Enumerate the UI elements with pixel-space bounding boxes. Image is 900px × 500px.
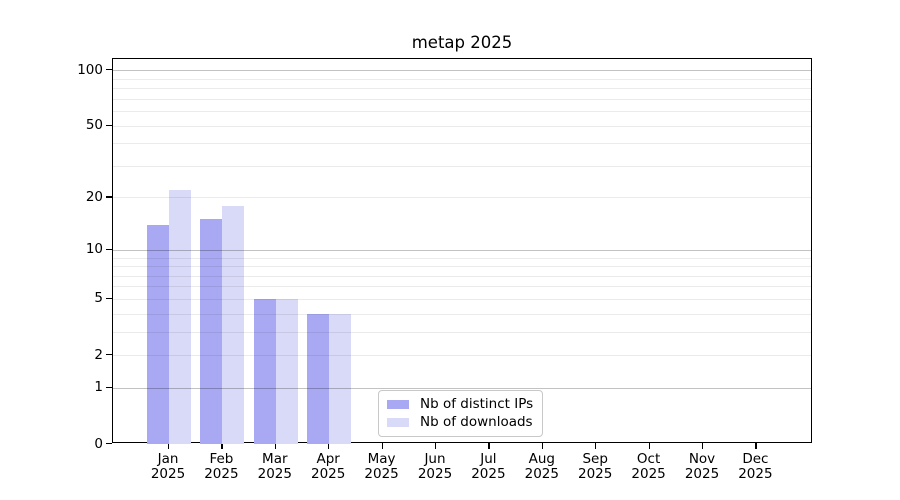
- chart-title: metap 2025: [411, 33, 513, 52]
- x-tick-label-apr: Apr 2025: [311, 451, 346, 482]
- x-tick-mark: [435, 443, 437, 449]
- gridline-minor: [113, 125, 811, 127]
- x-tick-label-may: May 2025: [364, 451, 399, 482]
- y-tick-label: 0: [94, 435, 103, 452]
- x-tick-mark: [168, 443, 170, 449]
- legend-label-distinct-ips: Nb of distinct IPs: [420, 395, 534, 412]
- gridline-minor: [113, 88, 811, 90]
- x-tick-mark: [274, 443, 276, 449]
- x-tick-label-oct: Oct 2025: [631, 451, 666, 482]
- y-tick-label: 100: [77, 61, 103, 78]
- bar-distinct-ips-apr: [307, 313, 330, 444]
- x-tick-mark: [755, 443, 757, 449]
- x-tick-label-nov: Nov 2025: [684, 451, 720, 482]
- legend-item-downloads: Nb of downloads: [387, 414, 534, 431]
- x-tick-mark: [328, 443, 330, 449]
- x-tick-mark: [381, 443, 383, 449]
- x-tick-label-jan: Jan 2025: [150, 451, 186, 482]
- x-tick-label-aug: Aug 2025: [524, 451, 559, 482]
- y-tick-label: 10: [85, 241, 103, 258]
- x-tick-mark: [541, 443, 543, 449]
- y-tick-label: 20: [85, 188, 103, 205]
- legend-item-distinct-ips: Nb of distinct IPs: [387, 396, 534, 413]
- bar-downloads-feb: [222, 205, 245, 444]
- y-tick-label: 50: [85, 117, 103, 134]
- bar-distinct-ips-jan: [147, 224, 169, 444]
- bar-downloads-jan: [169, 190, 191, 444]
- bar-distinct-ips-feb: [200, 219, 223, 444]
- x-tick-label-mar: Mar 2025: [257, 451, 292, 482]
- x-tick-mark: [221, 443, 223, 449]
- x-tick-label-jul: Jul 2025: [471, 451, 506, 482]
- gridline-minor: [113, 165, 811, 167]
- gridline-minor: [113, 143, 811, 145]
- gridline-minor: [113, 355, 811, 357]
- y-tick-mark: [106, 386, 112, 389]
- gridline-minor: [113, 78, 811, 80]
- y-tick-mark: [106, 354, 112, 356]
- gridline-minor: [113, 266, 811, 268]
- x-tick-label-feb: Feb 2025: [204, 451, 239, 482]
- x-tick-mark: [595, 443, 597, 449]
- y-tick-label: 1: [94, 379, 103, 396]
- gridline-minor: [113, 111, 811, 113]
- gridline-major: [113, 70, 811, 72]
- legend-label-downloads: Nb of downloads: [420, 414, 533, 431]
- y-tick-mark: [106, 297, 112, 300]
- y-tick-label: 2: [94, 346, 103, 363]
- gridline-minor: [113, 197, 811, 199]
- bar-downloads-mar: [275, 298, 298, 444]
- y-tick-mark: [106, 248, 112, 250]
- gridline-major: [113, 387, 811, 389]
- y-tick-label: 5: [94, 290, 103, 307]
- gridline-major: [113, 249, 811, 251]
- x-tick-mark: [702, 443, 704, 449]
- y-tick-mark: [106, 443, 112, 445]
- gridline-minor: [113, 298, 811, 300]
- gridline-minor: [113, 286, 811, 288]
- gridline-minor: [113, 313, 811, 315]
- y-tick-mark: [106, 69, 112, 71]
- legend-swatch-downloads: [387, 418, 409, 428]
- legend-swatch-distinct-ips: [387, 399, 409, 409]
- plot-area: [112, 58, 812, 444]
- gridline-minor: [113, 257, 811, 259]
- x-tick-label-jun: Jun 2025: [417, 451, 453, 482]
- x-tick-label-dec: Dec 2025: [738, 451, 773, 482]
- gridline-minor: [113, 98, 811, 100]
- bar-downloads-apr: [329, 313, 352, 444]
- bar-distinct-ips-mar: [253, 298, 276, 444]
- x-tick-mark: [648, 443, 650, 449]
- y-tick-mark: [106, 196, 112, 198]
- x-tick-label-sep: Sep 2025: [578, 451, 613, 482]
- gridline-minor: [113, 331, 811, 333]
- y-tick-mark: [106, 124, 112, 126]
- x-tick-mark: [488, 443, 490, 449]
- legend: Nb of distinct IPs Nb of downloads: [378, 390, 543, 437]
- gridline-minor: [113, 275, 811, 277]
